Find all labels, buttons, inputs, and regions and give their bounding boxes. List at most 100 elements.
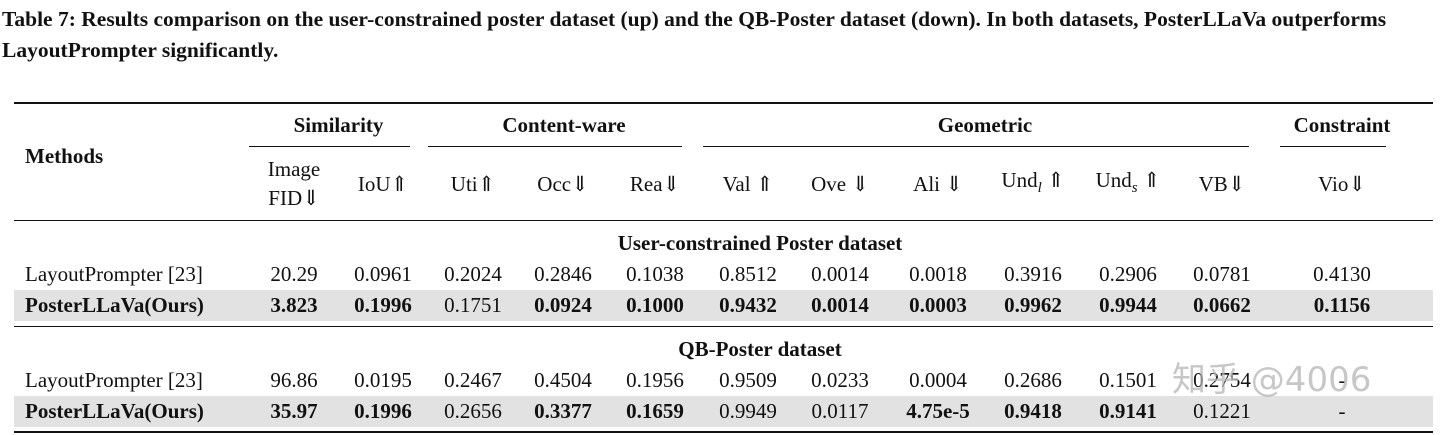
header-text: Rea⇓ <box>629 172 681 196</box>
method-name: LayoutPrompter [23] <box>25 368 203 392</box>
table-cell: 20.29 <box>270 262 318 286</box>
table-cell: 3.823 <box>270 293 318 317</box>
table-cell: 0.1156 <box>1313 293 1371 317</box>
row-highlight <box>14 396 1433 427</box>
table-cell: 35.97 <box>270 399 318 423</box>
table-cell: 0.2754 <box>1193 368 1251 392</box>
table-cell: 0.0014 <box>811 262 869 286</box>
group-rule <box>1280 146 1386 147</box>
method-name: PosterLLaVa(Ours) <box>25 399 204 423</box>
group-header: Similarity <box>293 113 384 137</box>
table-cell: 0.9432 <box>719 293 777 317</box>
header-text: Vio⇓ <box>1318 172 1366 196</box>
table-cell: 0.0117 <box>811 399 869 423</box>
header-text: Occ⇓ <box>537 172 589 196</box>
table-cell: 0.0014 <box>811 293 869 317</box>
table-cell: 0.8512 <box>719 262 777 286</box>
table-cell: 0.0662 <box>1193 293 1251 317</box>
table-caption: Table 7: Results comparison on the user-… <box>2 7 1387 62</box>
table-cell: 0.1000 <box>626 293 684 317</box>
column-header: Rea⇓ <box>630 172 680 196</box>
table-cell: 0.1038 <box>626 262 684 286</box>
method-name: PosterLLaVa(Ours) <box>25 293 204 317</box>
bottom-rule <box>14 431 1433 433</box>
table-cell: 0.2846 <box>534 262 592 286</box>
table-cell: 0.0018 <box>909 262 967 286</box>
column-header: Ali ⇓ <box>913 172 963 196</box>
table-cell: 0.3916 <box>1004 262 1062 286</box>
header-text: Val ⇑ <box>722 172 774 196</box>
header-text: IoU⇑ <box>357 172 409 196</box>
column-header: Ove ⇓ <box>811 172 869 196</box>
methods-header: Methods <box>25 144 104 168</box>
group-header: Content-ware <box>502 113 626 137</box>
table-cell: 0.0961 <box>354 262 412 286</box>
column-header: Undl ⇑ <box>1001 168 1064 200</box>
header-text: Uti⇑ <box>450 172 496 196</box>
section-title: QB-Poster dataset <box>678 337 842 361</box>
column-header: VB⇓ <box>1199 172 1246 196</box>
column-header: Uti⇑ <box>451 172 495 196</box>
table-cell: 96.86 <box>270 368 318 392</box>
header-subscript: l <box>1037 180 1042 197</box>
table-cell: 0.3377 <box>534 399 592 423</box>
table-cell: 0.1501 <box>1099 368 1157 392</box>
table-cell: 0.2686 <box>1004 368 1062 392</box>
section-rule <box>14 326 1433 327</box>
header-subscript: s <box>1131 180 1138 197</box>
table-cell: 0.2024 <box>444 262 502 286</box>
table-cell: 0.2906 <box>1099 262 1157 286</box>
table-cell: 0.4130 <box>1313 262 1371 286</box>
header-text: Und <box>1095 167 1132 192</box>
table-cell: 0.0003 <box>909 293 967 317</box>
column-header: Occ⇓ <box>537 172 588 196</box>
header-text: Und <box>1001 167 1038 192</box>
table-cell: 0.9944 <box>1099 293 1157 317</box>
table-cell: 0.4504 <box>534 368 592 392</box>
group-header: Geometric <box>937 113 1033 137</box>
table-cell: 0.0781 <box>1193 262 1251 286</box>
table-cell: 0.9962 <box>1004 293 1062 317</box>
table-cell: - <box>1338 368 1346 392</box>
table-cell: 0.2467 <box>444 368 502 392</box>
group-rule <box>428 146 682 147</box>
table-cell: 0.0924 <box>534 293 592 317</box>
column-header: Image FID⇓ <box>259 155 329 213</box>
column-header: Unds ⇑ <box>1096 168 1161 200</box>
table-cell: 0.1996 <box>354 293 412 317</box>
table-cell: 0.1996 <box>354 399 412 423</box>
watermark: 知乎 @4006 <box>1172 360 1372 400</box>
row-highlight <box>14 290 1433 321</box>
table-cell: 0.1659 <box>626 399 684 423</box>
header-text: Image FID⇓ <box>267 157 321 210</box>
header-text: Ove ⇓ <box>811 172 869 196</box>
group-rule <box>703 146 1249 147</box>
table-cell: 0.1956 <box>626 368 684 392</box>
group-header: Constraint <box>1293 113 1391 137</box>
table-cell: 0.9949 <box>719 399 777 423</box>
header-arrow: ⇑ <box>1041 167 1065 192</box>
table-cell: 0.9509 <box>719 368 777 392</box>
column-header: Vio⇓ <box>1318 172 1366 196</box>
section-title: User-constrained Poster dataset <box>617 231 903 255</box>
table-cell: 0.0233 <box>811 368 869 392</box>
column-header: Val ⇑ <box>723 172 774 196</box>
table-cell: 0.0195 <box>354 368 412 392</box>
header-arrow: ⇑ <box>1137 167 1161 192</box>
table-cell: 0.1751 <box>444 293 502 317</box>
table-cell: - <box>1338 399 1346 423</box>
table-cell: 0.2656 <box>444 399 502 423</box>
header-text: Ali ⇓ <box>913 172 963 196</box>
table-cell: 0.9418 <box>1004 399 1062 423</box>
header-rule <box>14 220 1433 221</box>
table-cell: 0.9141 <box>1099 399 1157 423</box>
top-rule <box>14 102 1433 104</box>
table-cell: 0.0004 <box>909 368 967 392</box>
table-cell: 4.75e-5 <box>906 399 970 423</box>
method-name: LayoutPrompter [23] <box>25 262 203 286</box>
group-rule <box>249 146 410 147</box>
column-header: IoU⇑ <box>358 172 408 196</box>
table-cell: 0.1221 <box>1193 399 1251 423</box>
header-text: VB⇓ <box>1198 172 1246 196</box>
